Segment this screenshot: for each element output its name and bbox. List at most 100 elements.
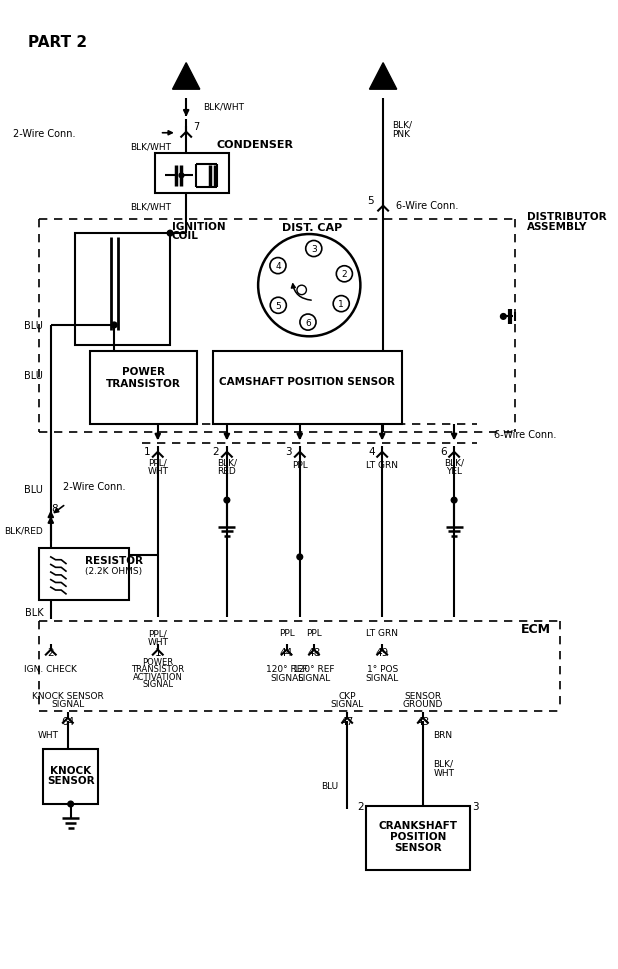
Text: BLK/: BLK/ (433, 759, 453, 768)
Text: POWER: POWER (142, 657, 173, 666)
Text: B: B (378, 74, 388, 86)
Circle shape (179, 173, 184, 178)
Text: 2: 2 (213, 447, 219, 456)
Text: BLK/: BLK/ (444, 458, 464, 467)
Text: DISTRIBUTOR: DISTRIBUTOR (527, 212, 607, 222)
Text: 44: 44 (280, 647, 293, 657)
Text: BLU: BLU (24, 321, 43, 330)
Text: RED: RED (218, 467, 236, 476)
Text: BLK/WHT: BLK/WHT (130, 202, 171, 211)
Text: TRANSISTOR: TRANSISTOR (106, 378, 181, 389)
Text: 5: 5 (276, 301, 281, 310)
Text: CKP: CKP (339, 691, 356, 700)
Text: WHT: WHT (37, 731, 58, 739)
Text: IGN. CHECK: IGN. CHECK (24, 665, 77, 673)
Text: SIGNAL: SIGNAL (331, 700, 364, 708)
Circle shape (167, 231, 173, 236)
Text: PPL: PPL (279, 629, 294, 638)
Text: 4: 4 (368, 447, 375, 456)
Text: ACTIVATION: ACTIVATION (133, 672, 183, 681)
Text: POWER: POWER (122, 367, 165, 377)
Text: BLU: BLU (24, 371, 43, 381)
Text: 3: 3 (311, 245, 316, 254)
Text: SIGNAL: SIGNAL (297, 672, 331, 682)
Text: 47: 47 (341, 716, 353, 726)
Text: BLK/RED: BLK/RED (4, 526, 43, 535)
Text: 3: 3 (472, 801, 479, 811)
Bar (155, 153, 229, 194)
Text: PPL/: PPL/ (148, 458, 167, 467)
Circle shape (451, 498, 457, 504)
Text: KNOCK SENSOR: KNOCK SENSOR (32, 691, 104, 700)
Text: SENSOR: SENSOR (404, 691, 441, 700)
Text: POSITION: POSITION (390, 831, 446, 841)
Text: ASSEMBLY: ASSEMBLY (527, 222, 587, 233)
Text: CONDENSER: CONDENSER (216, 140, 294, 150)
Circle shape (297, 554, 303, 560)
Text: 8: 8 (52, 503, 58, 514)
Text: WHT: WHT (147, 637, 168, 646)
Text: 2: 2 (48, 647, 54, 657)
Text: CRANKSHAFT: CRANKSHAFT (379, 820, 458, 830)
Text: BRN: BRN (433, 731, 452, 739)
Text: 6: 6 (440, 447, 447, 456)
Text: 6-Wire Conn.: 6-Wire Conn. (494, 429, 556, 439)
Text: 120° REF: 120° REF (294, 665, 335, 673)
Text: SIGNAL: SIGNAL (51, 700, 85, 708)
Text: 1° POS: 1° POS (366, 665, 398, 673)
Text: A: A (181, 74, 191, 86)
Text: 3: 3 (286, 447, 292, 456)
Text: WHT: WHT (147, 467, 168, 476)
Text: SIGNAL: SIGNAL (365, 672, 399, 682)
Text: 120° REF: 120° REF (266, 665, 307, 673)
Text: 7: 7 (193, 122, 199, 132)
Bar (43, 749, 98, 804)
Text: SENSOR: SENSOR (394, 842, 442, 852)
Text: BLK/WHT: BLK/WHT (203, 103, 244, 111)
Text: BLK/: BLK/ (392, 120, 413, 130)
Text: PART 2: PART 2 (28, 35, 87, 50)
Text: 48: 48 (307, 647, 321, 657)
Text: 64: 64 (61, 716, 74, 726)
Text: easyautodiagnostics.com: easyautodiagnostics.com (232, 385, 375, 395)
Text: 2: 2 (342, 270, 347, 279)
Bar (90, 351, 197, 425)
Bar (213, 351, 402, 425)
Text: BLK/WHT: BLK/WHT (130, 142, 171, 151)
Polygon shape (370, 64, 397, 90)
Bar (366, 806, 470, 870)
Text: PNK: PNK (392, 130, 410, 139)
Text: DIST. CAP: DIST. CAP (282, 223, 342, 234)
Text: LT GRN: LT GRN (366, 629, 398, 638)
Text: 1: 1 (154, 647, 161, 657)
Text: PPL: PPL (292, 460, 308, 469)
Bar (75, 234, 170, 346)
Text: GROUND: GROUND (403, 700, 443, 708)
Text: PPL: PPL (306, 629, 322, 638)
Text: 1: 1 (143, 447, 150, 456)
Text: 2-Wire Conn.: 2-Wire Conn. (13, 129, 75, 139)
Text: 43: 43 (417, 716, 430, 726)
Text: RESISTOR: RESISTOR (85, 555, 143, 565)
Text: SENSOR: SENSOR (47, 775, 95, 786)
Text: IGNITION: IGNITION (172, 221, 226, 232)
Text: TRANSISTOR: TRANSISTOR (131, 665, 184, 673)
Circle shape (111, 323, 117, 328)
Text: PPL/: PPL/ (148, 629, 167, 638)
Text: BLK/: BLK/ (217, 458, 237, 467)
Text: ECM: ECM (521, 623, 551, 636)
Text: WHT: WHT (433, 768, 454, 777)
Text: 2-Wire Conn.: 2-Wire Conn. (63, 482, 125, 491)
Text: 6-Wire Conn.: 6-Wire Conn. (396, 201, 459, 210)
Text: SIGNAL: SIGNAL (142, 679, 173, 689)
Text: COIL: COIL (172, 231, 199, 240)
Polygon shape (172, 64, 200, 90)
Text: 2: 2 (358, 801, 364, 811)
Text: 49: 49 (376, 647, 389, 657)
Text: YEL: YEL (446, 467, 462, 476)
Text: KNOCK: KNOCK (50, 766, 91, 775)
Circle shape (501, 314, 506, 320)
Text: 6: 6 (305, 318, 311, 328)
Circle shape (224, 498, 230, 504)
Text: BLU: BLU (321, 781, 339, 790)
